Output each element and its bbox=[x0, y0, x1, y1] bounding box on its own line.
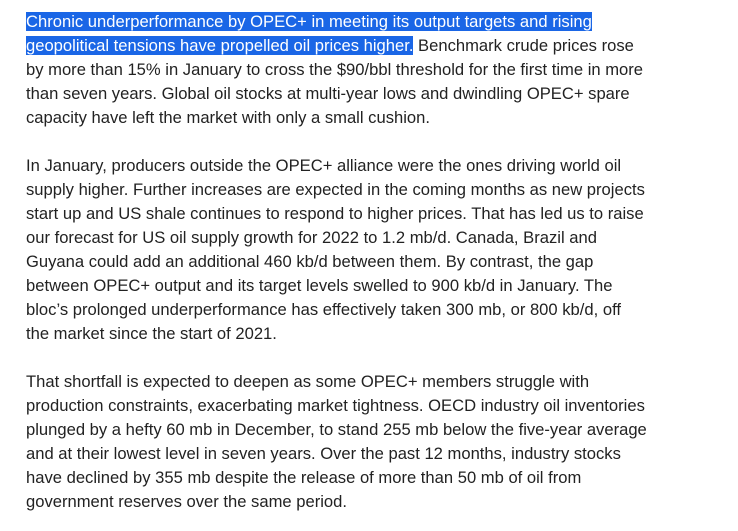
paragraph-line: Chronic underperformance by OPEC+ in mee… bbox=[26, 10, 734, 34]
paragraph-line: the market since the start of 2021. bbox=[26, 324, 277, 343]
paragraph-line: geopolitical tensions have propelled oil… bbox=[26, 34, 734, 58]
paragraph-line: supply higher. Further increases are exp… bbox=[26, 180, 645, 199]
paragraph-line: by more than 15% in January to cross the… bbox=[26, 58, 734, 82]
paragraph-line: plunged by a hefty 60 mb in December, to… bbox=[26, 420, 647, 439]
paragraph-spacer bbox=[26, 346, 734, 370]
paragraph-line: between OPEC+ output and its target leve… bbox=[26, 276, 613, 295]
paragraph-1: Chronic underperformance by OPEC+ in mee… bbox=[26, 10, 734, 130]
line-text: than seven years. Global oil stocks at m… bbox=[26, 84, 630, 103]
paragraph-line: government reserves over the same period… bbox=[26, 492, 347, 511]
paragraph-line: bloc’s prolonged underperformance has ef… bbox=[26, 300, 621, 319]
paragraph-line: Guyana could add an additional 460 kb/d … bbox=[26, 252, 594, 271]
paragraph-line: capacity have left the market with only … bbox=[26, 106, 734, 130]
paragraph-line: and at their lowest level in seven years… bbox=[26, 444, 621, 463]
article-body: Chronic underperformance by OPEC+ in mee… bbox=[26, 10, 734, 514]
line-text: Benchmark crude prices rose bbox=[413, 36, 634, 55]
paragraph-spacer bbox=[26, 130, 734, 154]
paragraph-2: In January, producers outside the OPEC+ … bbox=[26, 154, 734, 346]
paragraph-line: our forecast for US oil supply growth fo… bbox=[26, 228, 597, 247]
selected-text[interactable]: Chronic underperformance by OPEC+ in mee… bbox=[26, 12, 592, 31]
paragraph-line: than seven years. Global oil stocks at m… bbox=[26, 82, 734, 106]
line-text: capacity have left the market with only … bbox=[26, 108, 430, 127]
paragraph-line: production constraints, exacerbating mar… bbox=[26, 396, 645, 415]
paragraph-line: That shortfall is expected to deepen as … bbox=[26, 372, 590, 391]
selected-text[interactable]: geopolitical tensions have propelled oil… bbox=[26, 36, 414, 55]
paragraph-line: have declined by 355 mb despite the rele… bbox=[26, 468, 582, 487]
paragraph-line: In January, producers outside the OPEC+ … bbox=[26, 156, 622, 175]
paragraph-3: That shortfall is expected to deepen as … bbox=[26, 370, 734, 514]
line-text: by more than 15% in January to cross the… bbox=[26, 60, 644, 79]
paragraph-line: start up and US shale continues to respo… bbox=[26, 204, 644, 223]
